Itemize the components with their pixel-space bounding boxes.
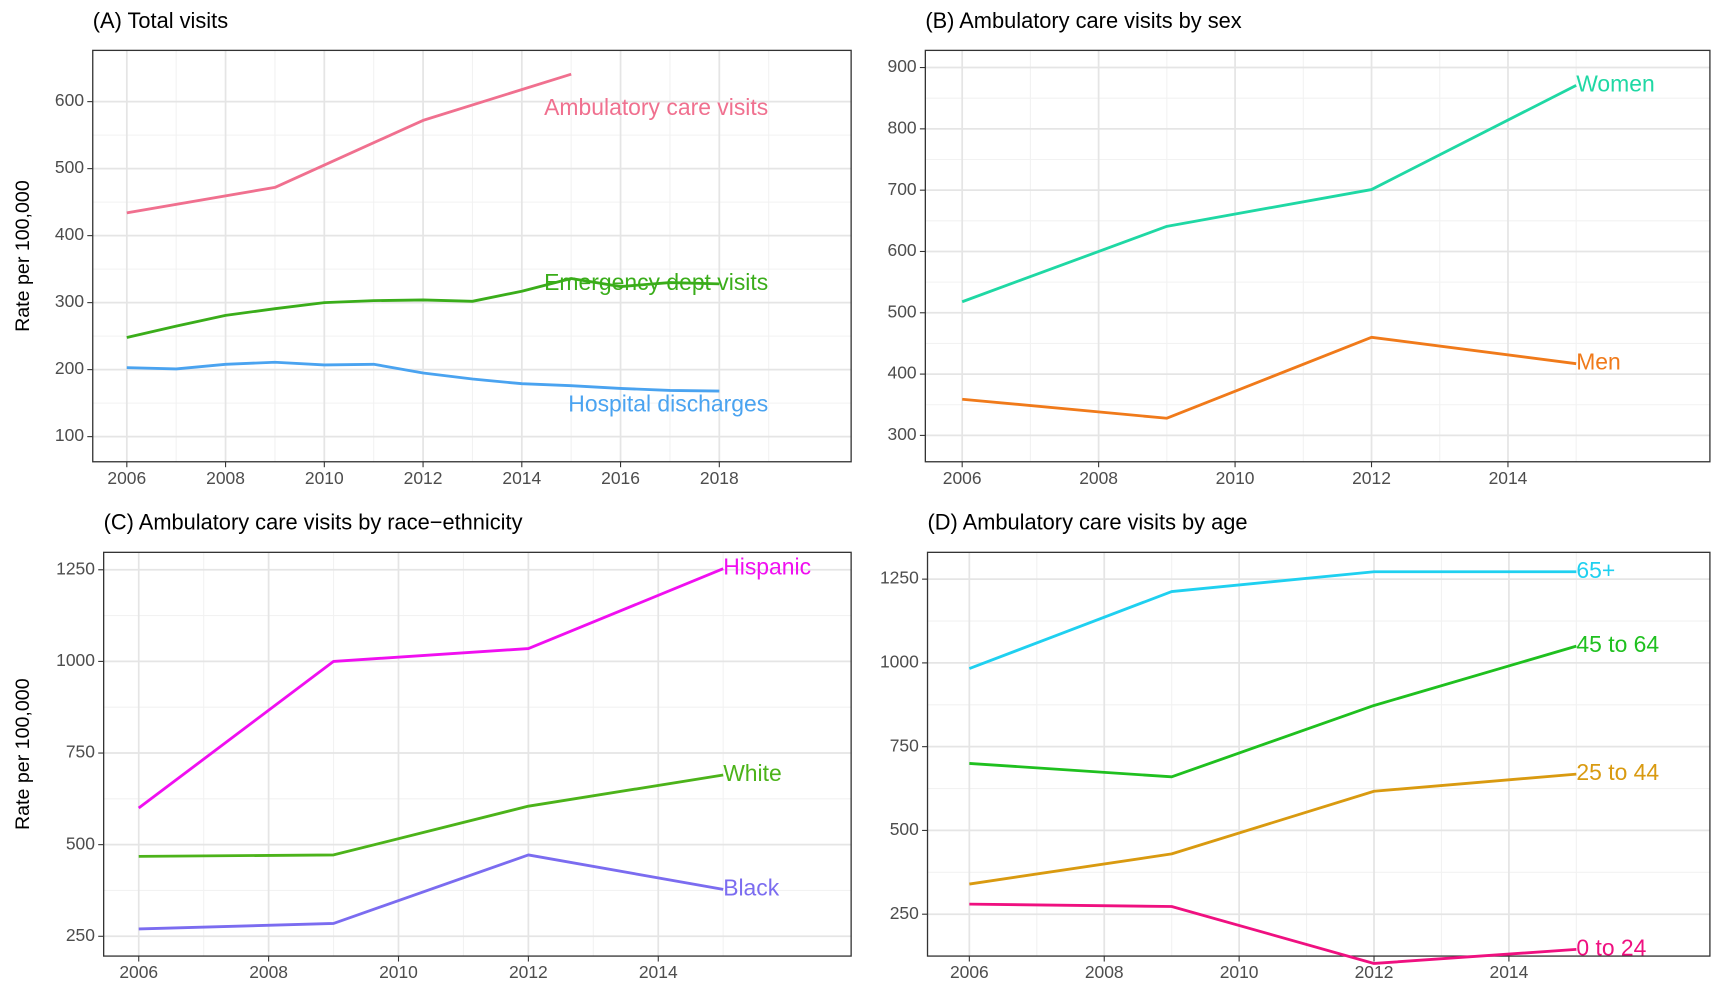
series-line — [126, 277, 720, 339]
series-label: White — [723, 760, 782, 786]
plot-border — [92, 49, 852, 463]
series-label: 0 to 24 — [1576, 934, 1646, 960]
series-line — [126, 360, 720, 393]
x-tick-label: 2010 — [1216, 468, 1255, 488]
x-tick-label: 2018 — [700, 468, 739, 488]
x-tick-label: 2008 — [1079, 468, 1118, 488]
y-tick-label: 700 — [888, 179, 917, 199]
x-tick-label: 2012 — [509, 962, 548, 982]
series-label: Men — [1576, 349, 1621, 375]
plot-border — [103, 551, 852, 957]
y-tick-label: 500 — [66, 833, 95, 853]
plot-border — [926, 551, 1711, 957]
y-tick-label: 250 — [66, 925, 95, 945]
y-tick-label: 400 — [888, 363, 917, 383]
series-label: Hispanic — [723, 554, 811, 580]
x-tick-label: 2012 — [1355, 962, 1394, 982]
x-tick-label: 2016 — [601, 468, 640, 488]
y-tick-label: 600 — [888, 240, 917, 260]
y-tick-label: 100 — [55, 425, 84, 445]
y-tick-label: 400 — [55, 224, 84, 244]
series-line — [969, 644, 1577, 779]
x-tick-label: 2008 — [206, 468, 245, 488]
panel-title: (B) Ambulatory care visits by sex — [925, 8, 1241, 33]
y-tick-label: 500 — [888, 301, 917, 321]
y-tick-label: 500 — [890, 819, 919, 839]
series-label: Emergency dept visits — [544, 269, 768, 295]
series-line — [138, 853, 724, 931]
series-label: 25 to 44 — [1576, 759, 1659, 785]
series-line — [969, 772, 1577, 886]
y-tick-label: 1250 — [56, 558, 95, 578]
y-tick-label: 750 — [890, 735, 919, 755]
y-axis-label: Rate per 100,000 — [12, 678, 34, 830]
series-label: 65+ — [1576, 557, 1615, 583]
series-line — [126, 72, 572, 215]
panel-title: (D) Ambulatory care visits by age — [928, 510, 1248, 535]
y-tick-label: 600 — [55, 90, 84, 110]
plot-border — [924, 49, 1711, 463]
x-tick-label: 2006 — [943, 468, 982, 488]
series-label: 45 to 64 — [1576, 631, 1659, 657]
x-tick-label: 2012 — [1352, 468, 1391, 488]
y-tick-label: 250 — [890, 903, 919, 923]
y-tick-label: 200 — [55, 358, 84, 378]
x-tick-label: 2014 — [502, 468, 541, 488]
x-tick-label: 2014 — [639, 962, 678, 982]
y-axis-label: Rate per 100,000 — [12, 180, 34, 332]
x-tick-label: 2010 — [1220, 962, 1259, 982]
y-tick-label: 300 — [888, 424, 917, 444]
x-tick-label: 2012 — [404, 468, 443, 488]
x-tick-label: 2008 — [249, 962, 288, 982]
panel-title: (A) Total visits — [93, 8, 228, 33]
x-tick-label: 2008 — [1085, 962, 1124, 982]
x-tick-label: 2010 — [379, 962, 418, 982]
x-tick-label: 2010 — [305, 468, 344, 488]
y-tick-label: 900 — [888, 56, 917, 76]
x-tick-label: 2006 — [107, 468, 146, 488]
series-line — [137, 567, 724, 810]
x-tick-label: 2006 — [950, 962, 989, 982]
y-tick-label: 800 — [888, 117, 917, 137]
series-line — [138, 773, 724, 858]
y-tick-label: 1000 — [880, 652, 919, 672]
series-line — [962, 335, 1577, 420]
y-tick-label: 750 — [66, 742, 95, 762]
series-label: Black — [723, 874, 780, 900]
panel-title: (C) Ambulatory care visits by race−ethni… — [104, 510, 523, 535]
y-tick-label: 1000 — [56, 650, 95, 670]
series-line — [968, 570, 1577, 670]
series-label: Hospital discharges — [568, 390, 768, 416]
x-tick-label: 2014 — [1489, 468, 1528, 488]
y-tick-label: 500 — [55, 157, 84, 177]
series-label: Women — [1576, 70, 1655, 96]
series-line — [969, 902, 1577, 965]
series-line — [961, 84, 1577, 304]
series-label: Ambulatory care visits — [544, 94, 768, 120]
y-tick-label: 300 — [55, 291, 84, 311]
y-tick-label: 1250 — [880, 568, 919, 588]
x-tick-label: 2014 — [1490, 962, 1529, 982]
x-tick-label: 2006 — [119, 962, 158, 982]
